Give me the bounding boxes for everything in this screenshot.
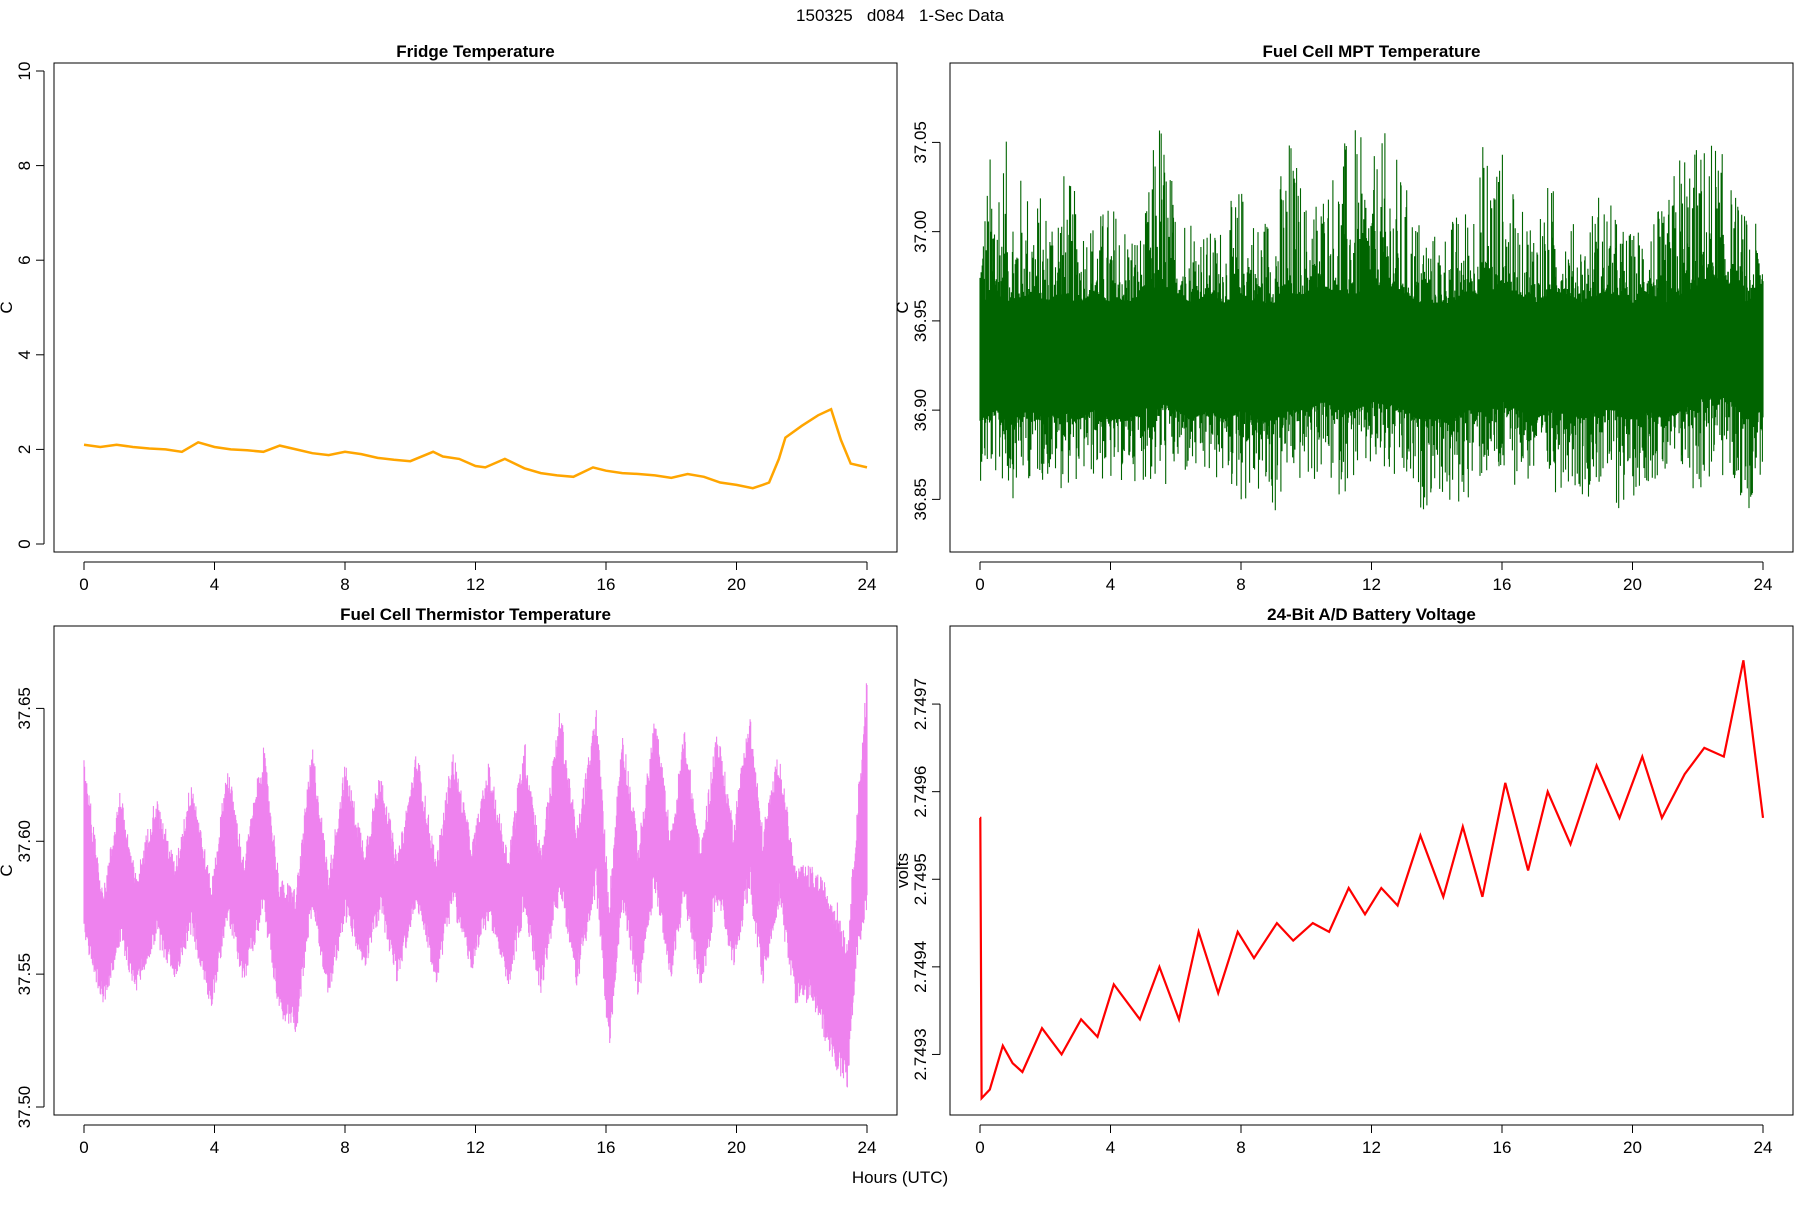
fuel-cell-thermistor-temperature-title: Fuel Cell Thermistor Temperature — [340, 605, 611, 624]
24-bit-a-d-battery-voltage-y-tick-label: 2.7493 — [911, 1028, 930, 1080]
fuel-cell-thermistor-temperature-frame — [53, 625, 898, 1116]
fuel-cell-mpt-temperature-y-tick-label: 37.00 — [911, 210, 930, 253]
fridge-temperature-title: Fridge Temperature — [396, 42, 554, 61]
24-bit-a-d-battery-voltage-y-tick-label: 2.7497 — [911, 678, 930, 730]
fuel-cell-mpt-temperature-x-tick-label: 24 — [1754, 575, 1773, 594]
fuel-cell-mpt-temperature-x-tick-label: 0 — [975, 575, 984, 594]
fridge-temperature-x-tick-label: 4 — [210, 575, 219, 594]
fuel-cell-mpt-temperature-x-tick-label: 16 — [1493, 575, 1512, 594]
24-bit-a-d-battery-voltage-x-tick-label: 24 — [1754, 1138, 1773, 1157]
fuel-cell-thermistor-temperature-x-tick-label: 16 — [597, 1138, 616, 1157]
fuel-cell-thermistor-temperature-x-tick-label: 12 — [466, 1138, 485, 1157]
chart-fuel-cell-mpt-temperature: Fuel Cell MPT Temperature 0 4 8 12 16 20 24 36.8… — [893, 42, 1794, 594]
24-bit-a-d-battery-voltage-x-tick-label: 8 — [1236, 1138, 1245, 1157]
24-bit-a-d-battery-voltage-title: 24-Bit A/D Battery Voltage — [1267, 605, 1476, 624]
fuel-cell-mpt-temperature-y-tick-label: 37.05 — [911, 121, 930, 164]
24-bit-a-d-battery-voltage-y-tick-label: 2.7496 — [911, 766, 930, 818]
fuel-cell-thermistor-temperature-y-tick-label: 37.50 — [15, 1086, 34, 1129]
fridge-temperature-y-tick-label: 10 — [15, 62, 34, 81]
fuel-cell-mpt-temperature-y-tick-label: 36.95 — [911, 300, 930, 343]
fridge-temperature-x-tick-label: 24 — [858, 575, 877, 594]
fridge-temperature-y-axis-label: C — [0, 301, 16, 313]
fridge-temperature-y-tick-label: 0 — [15, 539, 34, 548]
fridge-temperature-y-tick-label: 8 — [15, 161, 34, 170]
fridge-temperature-y-tick-label: 2 — [15, 445, 34, 454]
24-bit-a-d-battery-voltage-x-tick-label: 0 — [975, 1138, 984, 1157]
panel-fuel-cell-mpt-temperature: Fuel Cell MPT Temperature 0 4 8 12 16 20 24 36.8… — [893, 42, 1794, 594]
fridge-temperature-x-tick-label: 16 — [597, 575, 616, 594]
chart-fuel-cell-thermistor-temperature: Fuel Cell Thermistor Temperature 0 4 8 12 16 2… — [0, 605, 898, 1157]
24-bit-a-d-battery-voltage-y-axis-label: volts — [893, 853, 912, 888]
fuel-cell-thermistor-temperature-x-tick-label: 24 — [858, 1138, 877, 1157]
figure-x-axis-label: Hours (UTC) — [851, 1168, 949, 1187]
fridge-temperature-frame — [53, 62, 898, 553]
24-bit-a-d-battery-voltage-series-line — [979, 660, 1765, 1101]
panel-fuel-cell-thermistor-temperature: Fuel Cell Thermistor Temperature 0 4 8 12 16 2… — [0, 605, 898, 1157]
fuel-cell-mpt-temperature-x-tick-label: 12 — [1362, 575, 1381, 594]
fuel-cell-thermistor-temperature-y-tick-label: 37.65 — [15, 687, 34, 730]
fuel-cell-thermistor-temperature-y-axis-label: C — [0, 864, 16, 876]
fuel-cell-thermistor-temperature-series-noise — [83, 683, 868, 1088]
fridge-temperature-x-tick-label: 0 — [79, 575, 88, 594]
fuel-cell-thermistor-temperature-x-tick-label: 0 — [79, 1138, 88, 1157]
fuel-cell-mpt-temperature-y-tick-label: 36.85 — [911, 478, 930, 521]
fuel-cell-thermistor-temperature-y-tick-label: 37.55 — [15, 953, 34, 996]
24-bit-a-d-battery-voltage-x-tick-label: 12 — [1362, 1138, 1381, 1157]
fuel-cell-thermistor-temperature-y-tick-label: 37.60 — [15, 820, 34, 863]
fuel-cell-thermistor-temperature-x-tick-label: 20 — [727, 1138, 746, 1157]
fuel-cell-mpt-temperature-series-noise — [979, 130, 1764, 511]
24-bit-a-d-battery-voltage-y-tick-label: 2.7495 — [911, 853, 930, 905]
fridge-temperature-x-tick-label: 20 — [727, 575, 746, 594]
fridge-temperature-y-tick-label: 6 — [15, 255, 34, 264]
fuel-cell-mpt-temperature-frame — [949, 62, 1794, 553]
fuel-cell-mpt-temperature-x-tick-label: 20 — [1623, 575, 1642, 594]
24-bit-a-d-battery-voltage-x-tick-label: 4 — [1106, 1138, 1115, 1157]
fridge-temperature-x-tick-label: 12 — [466, 575, 485, 594]
figure-title: 150325 d084 1-Sec Data — [796, 6, 1004, 25]
fuel-cell-mpt-temperature-y-tick-label: 36.90 — [911, 389, 930, 432]
fuel-cell-mpt-temperature-y-axis-label: C — [893, 301, 912, 313]
24-bit-a-d-battery-voltage-y-tick-label: 2.7494 — [911, 941, 930, 993]
fuel-cell-thermistor-temperature-x-tick-label: 8 — [340, 1138, 349, 1157]
24-bit-a-d-battery-voltage-x-tick-label: 20 — [1623, 1138, 1642, 1157]
fridge-temperature-x-tick-label: 8 — [340, 575, 349, 594]
fuel-cell-mpt-temperature-title: Fuel Cell MPT Temperature — [1263, 42, 1481, 61]
fuel-cell-mpt-temperature-x-tick-label: 8 — [1236, 575, 1245, 594]
fridge-temperature-series-line — [83, 407, 868, 490]
chart-fridge-temperature: Fridge Temperature048121620240246810C — [0, 42, 898, 594]
fuel-cell-mpt-temperature-x-tick-label: 4 — [1106, 575, 1115, 594]
24-bit-a-d-battery-voltage-frame — [949, 625, 1794, 1116]
panel-fridge-temperature: Fridge Temperature048121620240246810C — [0, 0, 900, 605]
fridge-temperature-y-tick-label: 4 — [15, 350, 34, 359]
fuel-cell-thermistor-temperature-x-tick-label: 4 — [210, 1138, 219, 1157]
24-bit-a-d-battery-voltage-x-tick-label: 16 — [1493, 1138, 1512, 1157]
